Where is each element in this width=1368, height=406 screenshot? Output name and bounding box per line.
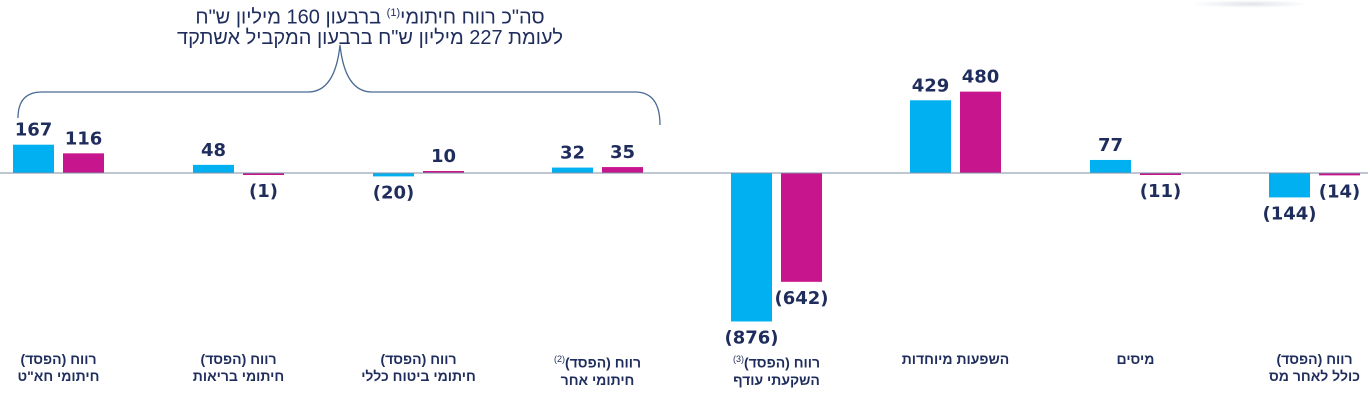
category-footnote: (2) xyxy=(553,354,565,364)
category-label-line-1: רווח (הפסד) xyxy=(159,351,319,368)
data-label-series-1-cat-8: (144) xyxy=(1262,203,1316,224)
category-label-text: רווח (הפסד) xyxy=(743,354,821,371)
category-label-line-2: חיתומי בריאות xyxy=(192,368,285,384)
bar-series-2-cat-6 xyxy=(960,91,1001,173)
category-label-line-1: רווח (הפסד)(3) xyxy=(697,351,857,372)
data-label-series-2-cat-5: (642) xyxy=(774,288,828,309)
summary-line-1-rest: ברבעון 160 מיליון ש"ח xyxy=(195,6,387,29)
bar-series-2-cat-7 xyxy=(1140,173,1181,175)
bar-series-1-cat-5 xyxy=(731,173,772,322)
data-label-series-1-cat-5: (876) xyxy=(724,327,778,348)
category-label-1: רווח (הפסד) חיתומי חא"ט xyxy=(0,351,139,385)
data-label-series-2-cat-7: (11) xyxy=(1140,181,1182,202)
decorative-glow xyxy=(1190,0,1310,8)
category-label-text: רווח (הפסד) xyxy=(564,354,642,371)
data-label-series-2-cat-3: 10 xyxy=(431,146,456,167)
data-label-series-1-cat-3: (20) xyxy=(373,182,415,203)
bar-series-1-cat-8 xyxy=(1269,173,1310,198)
summary-footnote: (1) xyxy=(386,7,401,19)
data-label-series-1-cat-1: 167 xyxy=(15,120,53,141)
summary-line-1-text: סה"כ רווח חיתומי xyxy=(400,6,545,29)
summary-line-1: סה"כ רווח חיתומי(1) ברבעון 160 מיליון ש"… xyxy=(120,3,620,28)
category-label-line-2: חיתומי אחר xyxy=(560,371,635,388)
data-label-series-1-cat-4: 32 xyxy=(560,143,585,164)
data-label-series-1-cat-2: 48 xyxy=(201,140,226,161)
category-label-line-2: כולל לאחר מס xyxy=(1269,368,1360,384)
category-label-4: רווח (הפסד)(2) חיתומי אחר xyxy=(518,351,678,389)
bar-series-2-cat-3 xyxy=(423,171,464,173)
category-label-8: רווח (הפסד) כולל לאחר מס xyxy=(1235,351,1368,385)
category-label-3: רווח (הפסד) חיתומי ביטוח כללי xyxy=(339,351,499,385)
data-label-series-1-cat-6: 429 xyxy=(912,75,950,96)
category-label-line-1: מיסים xyxy=(1056,351,1216,368)
category-label-6: השפעות מיוחדות xyxy=(876,351,1036,368)
bar-series-1-cat-6 xyxy=(910,100,951,173)
category-label-text: רווח (הפסד) xyxy=(380,351,457,367)
category-label-2: רווח (הפסד) חיתומי בריאות xyxy=(159,351,319,385)
data-label-series-2-cat-2: (1) xyxy=(249,181,278,202)
bar-series-2-cat-2 xyxy=(243,173,284,175)
data-label-series-2-cat-6: 480 xyxy=(962,67,1000,88)
summary-annotation: סה"כ רווח חיתומי(1) ברבעון 160 מיליון ש"… xyxy=(120,3,620,48)
category-label-text: רווח (הפסד) xyxy=(20,351,97,367)
data-label-series-2-cat-8: (14) xyxy=(1319,181,1361,202)
category-label-text: רווח (הפסד) xyxy=(1276,351,1353,367)
summary-line-2: לעומת 227 מיליון ש"ח ברבעון המקביל אשתקד xyxy=(177,26,563,49)
bar-series-2-cat-8 xyxy=(1319,173,1360,176)
category-label-text: מיסים xyxy=(1116,351,1155,367)
category-label-line-1: רווח (הפסד)(2) xyxy=(518,351,678,372)
data-label-series-1-cat-7: 77 xyxy=(1098,135,1123,156)
bar-series-1-cat-3 xyxy=(373,173,414,177)
category-label-line-1: רווח (הפסד) xyxy=(0,351,139,368)
category-label-line-1: רווח (הפסד) xyxy=(339,351,499,368)
bar-series-1-cat-4 xyxy=(552,167,593,173)
data-label-series-2-cat-4: 35 xyxy=(610,142,635,163)
summary-brace xyxy=(17,44,661,126)
bar-series-2-cat-1 xyxy=(63,153,104,173)
bar-series-2-cat-5 xyxy=(781,173,822,282)
category-label-line-2: השקעתי עודף xyxy=(733,371,820,388)
data-label-series-2-cat-1: 116 xyxy=(65,128,103,149)
category-label-5: רווח (הפסד)(3) השקעתי עודף xyxy=(697,351,857,389)
bar-series-1-cat-2 xyxy=(193,164,234,173)
category-label-line-1: רווח (הפסד) xyxy=(1235,351,1368,368)
category-footnote: (3) xyxy=(732,354,744,364)
bar-series-1-cat-1 xyxy=(13,144,54,173)
category-label-line-2: חיתומי חא"ט xyxy=(17,368,100,384)
category-label-text: רווח (הפסד) xyxy=(200,351,277,367)
category-label-line-2: חיתומי ביטוח כללי xyxy=(361,368,476,384)
category-label-7: מיסים xyxy=(1056,351,1216,368)
bar-series-2-cat-4 xyxy=(602,167,643,173)
category-label-text: השפעות מיוחדות xyxy=(901,351,1010,367)
bar-series-1-cat-7 xyxy=(1090,159,1131,173)
category-label-line-1: השפעות מיוחדות xyxy=(876,351,1036,368)
